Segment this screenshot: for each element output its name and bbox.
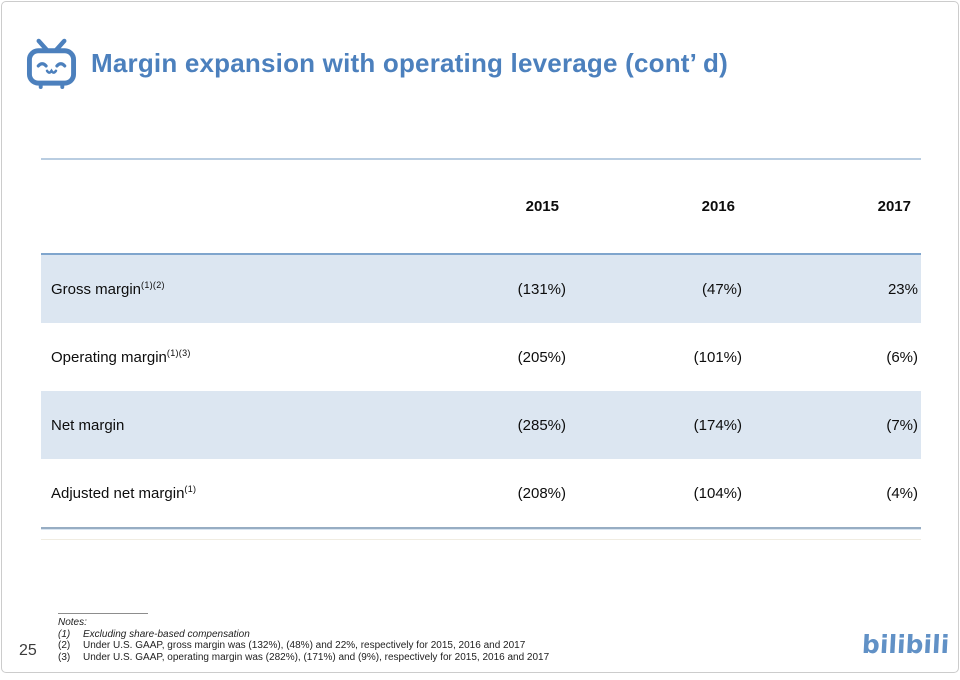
- bilibili-logo: bilibili: [861, 630, 950, 659]
- cell-value: (4%): [886, 484, 918, 502]
- row-label-text: Operating margin: [51, 349, 167, 366]
- page-title: Margin expansion with operating leverage…: [91, 48, 728, 78]
- cell-value: (104%): [693, 484, 742, 502]
- cell-value: (47%): [701, 280, 742, 298]
- footnote-ref: (1)(2): [141, 280, 165, 290]
- cell-value: 23%: [887, 280, 918, 298]
- table-row-adjusted-net-margin: Adjusted net margin(1) (208%) (104%) (4%…: [41, 459, 921, 527]
- cell-value: (6%): [886, 348, 918, 366]
- table-row-net-margin: Net margin (285%) (174%) (7%): [41, 391, 921, 459]
- table-header-row: 2015 2016 2017: [41, 160, 921, 255]
- note-number: (3): [58, 651, 71, 663]
- note-text: Under U.S. GAAP, gross margin was (132%)…: [83, 640, 526, 651]
- row-label-text: Net margin: [51, 417, 125, 434]
- title-bar: Margin expansion with operating leverage…: [24, 38, 728, 89]
- footnote-ref: (1)(3): [166, 348, 191, 358]
- note-text: Excluding share-based compensation: [83, 628, 250, 640]
- cell-value: (208%): [517, 484, 566, 502]
- notes-divider: [58, 613, 148, 614]
- note-number: (2): [58, 640, 71, 651]
- note-item: (1) Excluding share-based compensation: [58, 629, 549, 641]
- column-header-2017: 2017: [877, 198, 911, 215]
- note-item: (3) Under U.S. GAAP, operating margin wa…: [58, 652, 549, 664]
- table-row-gross-margin: Gross margin(1)(2) (131%) (47%) 23%: [41, 255, 921, 323]
- table-underline: [41, 539, 921, 540]
- row-label: Net margin: [41, 416, 393, 434]
- row-label-text: Gross margin: [51, 281, 142, 298]
- cell-value: (7%): [886, 416, 918, 434]
- footnote-ref: (1): [184, 484, 197, 494]
- note-number: (1): [58, 628, 71, 640]
- column-header-2016: 2016: [701, 198, 735, 215]
- row-label: Gross margin(1)(2): [41, 280, 393, 298]
- title-divider: [41, 158, 921, 160]
- column-header-2015: 2015: [525, 198, 559, 215]
- row-label-text: Adjusted net margin: [51, 485, 185, 502]
- notes: Notes: (1) Excluding share-based compens…: [58, 613, 549, 663]
- cell-value: (174%): [693, 416, 742, 434]
- note-text: Under U.S. GAAP, operating margin was (2…: [83, 651, 550, 663]
- page-number: 25: [19, 642, 37, 659]
- bilibili-tv-icon: [26, 38, 77, 89]
- cell-value: (131%): [517, 280, 566, 298]
- table-row-operating-margin: Operating margin(1)(3) (205%) (101%) (6%…: [41, 323, 921, 391]
- margins-table: 2015 2016 2017 Gross margin(1)(2) (131%)…: [41, 160, 921, 529]
- cell-value: (101%): [693, 348, 742, 366]
- row-label: Adjusted net margin(1): [41, 484, 393, 502]
- row-label: Operating margin(1)(3): [41, 348, 393, 366]
- cell-value: (205%): [517, 348, 566, 366]
- cell-value: (285%): [517, 416, 566, 434]
- notes-heading: Notes:: [58, 617, 87, 628]
- note-item: (2) Under U.S. GAAP, gross margin was (1…: [58, 640, 549, 652]
